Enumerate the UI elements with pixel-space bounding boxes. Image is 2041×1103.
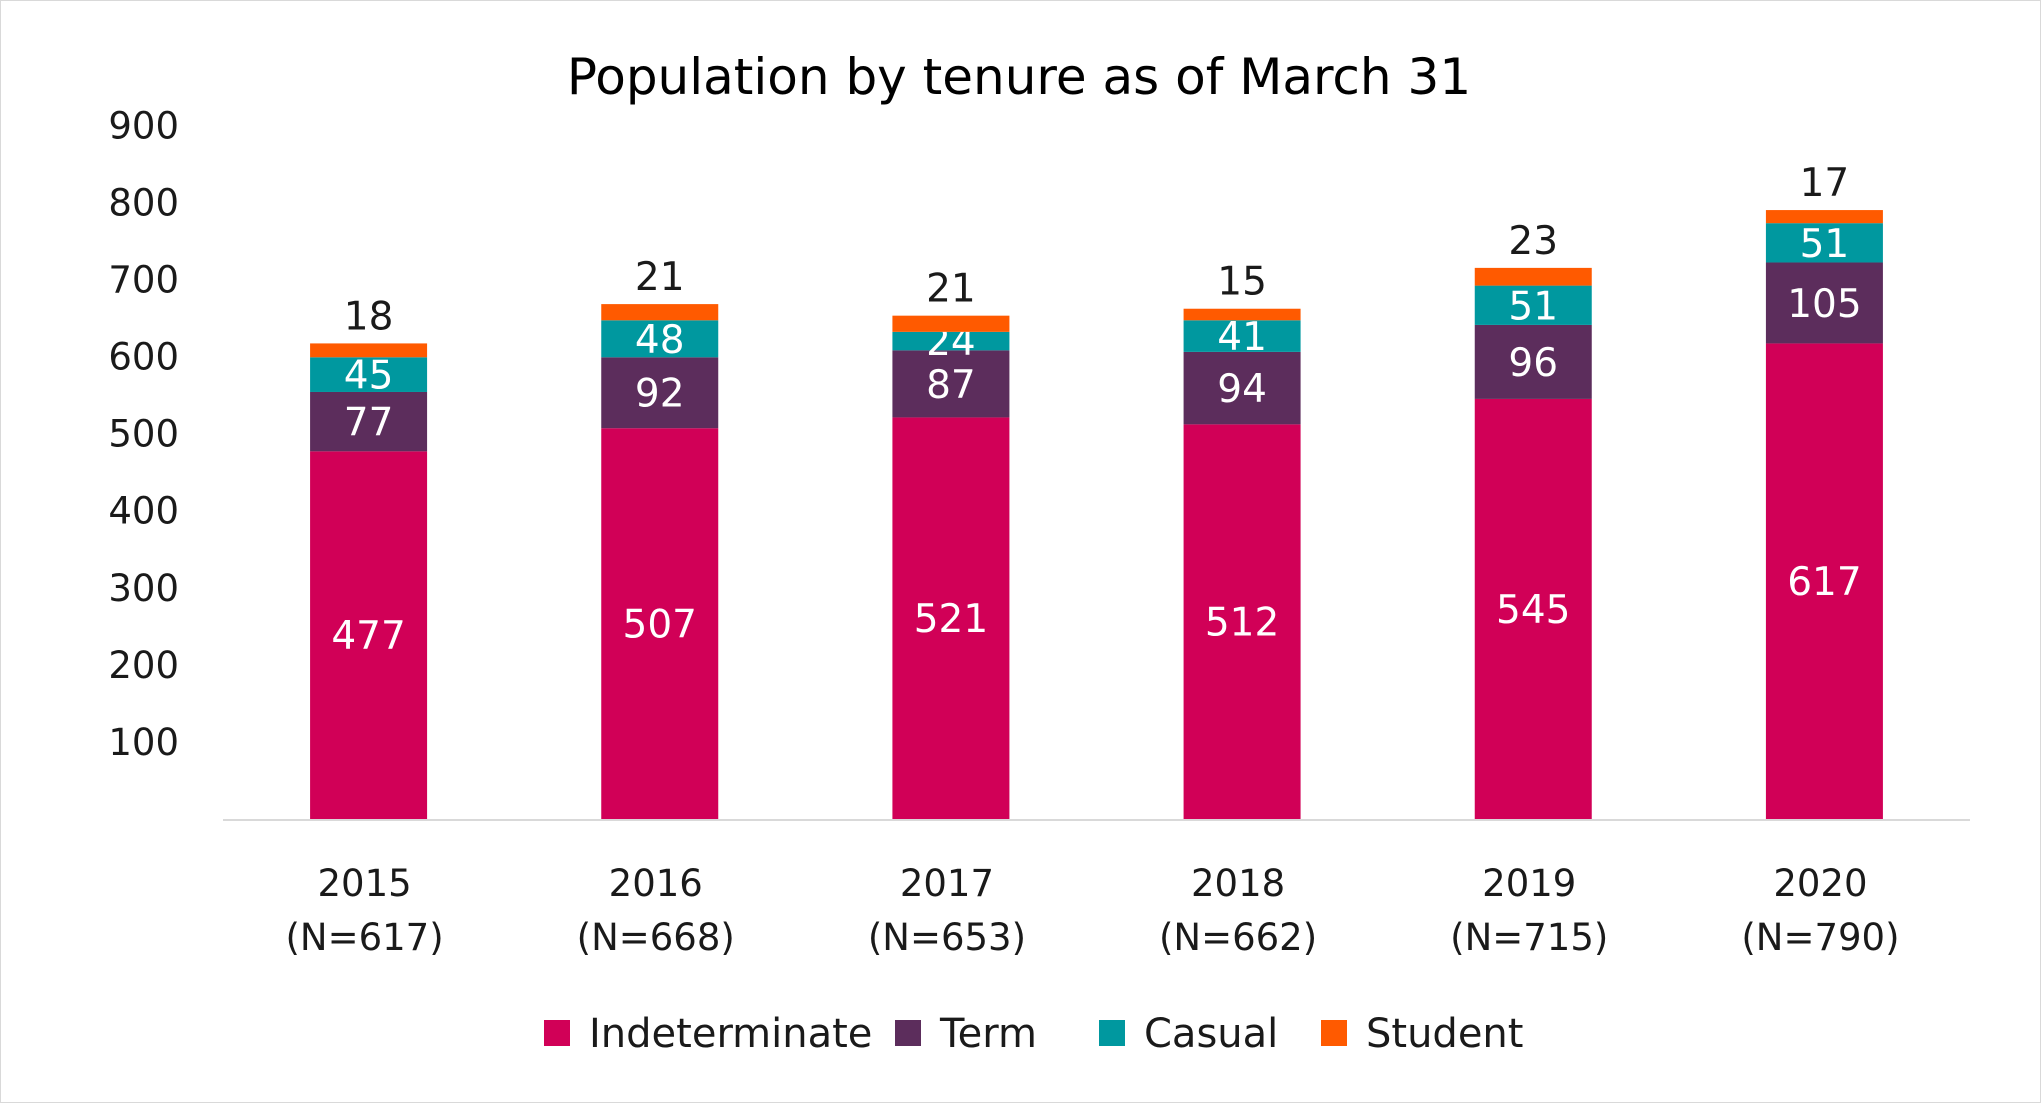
- data-label-indeterminate: 507: [623, 603, 697, 648]
- data-label-indeterminate: 521: [914, 597, 988, 642]
- x-tick-sublabel: (N=617): [285, 916, 443, 959]
- x-axis: 2015 (N=617) 2016 (N=668) 2017 (N=653) 2018 (N=…: [285, 862, 1899, 959]
- legend-swatch-indeterminate: [544, 1020, 570, 1046]
- data-label-term: 105: [1787, 282, 1861, 327]
- chart-title: Population by tenure as of March 31: [567, 48, 1471, 106]
- bars-group: 4777745185079248215218724215129441155459…: [310, 161, 1883, 819]
- x-tick-label: 2020: [1773, 862, 1867, 905]
- bar-segment-indeterminate: [1765, 343, 1883, 819]
- bar-segment-term: [310, 391, 428, 452]
- legend-swatch-student: [1321, 1020, 1347, 1046]
- bar-segment-indeterminate: [601, 428, 719, 819]
- legend-label-casual: Casual: [1144, 1011, 1278, 1057]
- legend: Indeterminate Term Casual Student: [544, 1011, 1523, 1057]
- data-label-indeterminate: 477: [331, 614, 405, 659]
- data-label-term: 87: [926, 363, 976, 408]
- bar-segment-student: [892, 315, 1010, 332]
- bar-segment-indeterminate: [892, 417, 1010, 819]
- bar-segment-term: [892, 350, 1010, 418]
- data-label-student: 15: [1217, 260, 1267, 305]
- data-label-casual: 45: [344, 354, 394, 399]
- legend-label-indeterminate: Indeterminate: [589, 1011, 872, 1057]
- legend-swatch-term: [895, 1020, 921, 1046]
- bar-segment-casual: [892, 331, 1010, 351]
- data-label-student: 21: [635, 255, 685, 300]
- bar-segment-student: [1474, 267, 1592, 286]
- y-tick-label: 400: [108, 490, 179, 533]
- legend-label-student: Student: [1366, 1011, 1523, 1057]
- bar-segment-casual: [1183, 320, 1301, 352]
- x-tick-sublabel: (N=790): [1741, 916, 1899, 959]
- bar-segment-term: [601, 357, 719, 429]
- data-label-student: 23: [1508, 219, 1558, 264]
- bar-segment-indeterminate: [1183, 424, 1301, 819]
- x-tick-label: 2018: [1191, 862, 1285, 905]
- legend-swatch-casual: [1099, 1020, 1125, 1046]
- x-tick-sublabel: (N=653): [868, 916, 1026, 959]
- bar-segment-casual: [601, 320, 719, 358]
- y-tick-label: 700: [108, 258, 179, 301]
- data-label-term: 92: [635, 372, 685, 417]
- y-tick-label: 800: [108, 181, 179, 224]
- bar-segment-casual: [1474, 285, 1592, 325]
- y-tick-label: 600: [108, 336, 179, 379]
- x-tick-label: 2016: [609, 862, 703, 905]
- bar-segment-student: [601, 304, 719, 321]
- y-tick-label: 500: [108, 413, 179, 456]
- x-tick-label: 2015: [317, 862, 411, 905]
- bar-segment-term: [1474, 324, 1592, 399]
- y-tick-label: 200: [108, 644, 179, 687]
- data-label-student: 17: [1800, 161, 1850, 206]
- bar-segment-term: [1183, 351, 1301, 425]
- data-label-term: 77: [344, 401, 394, 446]
- data-label-casual: 51: [1508, 284, 1558, 329]
- x-tick-sublabel: (N=668): [577, 916, 735, 959]
- x-tick-label: 2017: [900, 862, 994, 905]
- x-tick-sublabel: (N=715): [1450, 916, 1608, 959]
- data-label-indeterminate: 617: [1787, 560, 1861, 605]
- bar-segment-casual: [1765, 223, 1883, 263]
- bar-segment-student: [1183, 308, 1301, 321]
- data-label-indeterminate: 545: [1496, 588, 1570, 633]
- data-label-casual: 48: [635, 318, 685, 363]
- data-label-casual: 51: [1800, 222, 1850, 267]
- y-tick-label: 100: [108, 721, 179, 764]
- bar-segment-student: [310, 343, 428, 358]
- data-label-student: 18: [344, 294, 394, 339]
- x-tick-label: 2019: [1482, 862, 1576, 905]
- legend-label-term: Term: [939, 1011, 1037, 1057]
- y-tick-label: 900: [108, 104, 179, 147]
- y-tick-label: 300: [108, 567, 179, 610]
- bar-segment-student: [1765, 210, 1883, 224]
- data-label-casual: 41: [1217, 315, 1267, 360]
- data-label-term: 96: [1508, 341, 1558, 386]
- data-label-indeterminate: 512: [1205, 601, 1279, 646]
- bar-segment-indeterminate: [310, 451, 428, 819]
- data-label-term: 94: [1217, 367, 1267, 412]
- data-label-student: 21: [926, 267, 976, 312]
- bar-segment-indeterminate: [1474, 398, 1592, 819]
- x-tick-sublabel: (N=662): [1159, 916, 1317, 959]
- bar-segment-casual: [310, 357, 428, 392]
- bar-segment-term: [1765, 262, 1883, 344]
- y-axis: 100 200 300 400 500 600 700 800 900: [108, 104, 179, 764]
